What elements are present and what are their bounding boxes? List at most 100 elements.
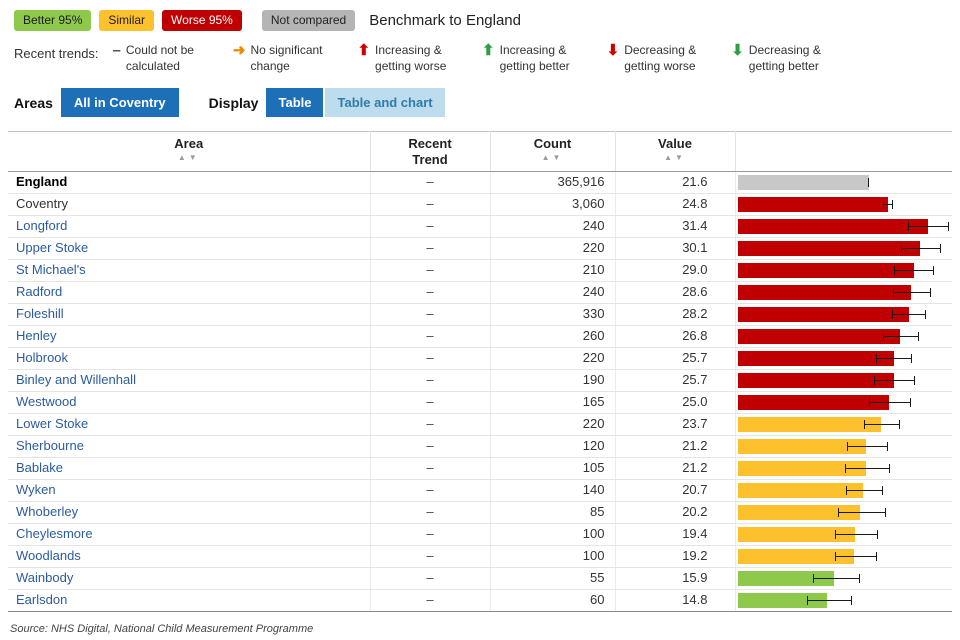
value-cell: 21.6	[615, 171, 736, 194]
table-header-row: Area ▲▼ Recent Trend Count ▲▼	[8, 131, 952, 172]
table-row: Cheylesmore – 100 19.4	[8, 523, 952, 546]
sort-asc-icon[interactable]: ▲	[664, 152, 675, 162]
count-cell: 100	[490, 545, 616, 568]
value-bar	[737, 196, 889, 212]
table-row: Upper Stoke – 220 30.1	[8, 237, 952, 260]
table-row: Binley and Willenhall – 190 25.7	[8, 369, 952, 392]
sort-desc-icon[interactable]: ▼	[188, 152, 200, 162]
legend-chip-worse: Worse 95%	[162, 10, 242, 32]
value-bar	[737, 438, 867, 454]
data-table: Area ▲▼ Recent Trend Count ▲▼	[8, 131, 952, 612]
tab-table-and-chart[interactable]: Table and chart	[325, 88, 445, 118]
up-arrow-icon: ⬆	[357, 42, 371, 60]
area-link[interactable]: Wainbody	[16, 570, 74, 586]
areas-label: Areas	[14, 94, 53, 111]
area-link[interactable]: St Michael's	[16, 262, 86, 278]
sort-asc-icon[interactable]: ▲	[177, 152, 189, 162]
area-link[interactable]: Cheylesmore	[16, 526, 93, 542]
trend-legend-items: – Could not be calculated ➜ No significa…	[113, 43, 839, 74]
area-link: England	[16, 174, 68, 190]
area-link[interactable]: Bablake	[16, 460, 63, 476]
area-link[interactable]: Binley and Willenhall	[16, 372, 136, 388]
value-bar-track	[737, 372, 951, 388]
trend-legend-item: ⬇ Decreasing & getting worse	[607, 43, 715, 74]
value-bar-track	[737, 262, 951, 278]
sort-asc-icon[interactable]: ▲	[541, 152, 553, 162]
area-link[interactable]: Radford	[16, 284, 63, 300]
sort-control-count[interactable]: ▲▼	[542, 153, 564, 163]
area-link[interactable]: Henley	[16, 328, 57, 344]
value-bar-track	[737, 504, 951, 520]
up-arrow-icon: ⬆	[482, 42, 495, 60]
count-cell: 330	[490, 303, 616, 326]
value-cell: 20.2	[615, 501, 736, 524]
value-bar-track	[737, 218, 951, 234]
minus-icon: –	[112, 42, 121, 60]
value-bar	[737, 504, 861, 520]
value-bar-track	[737, 526, 951, 542]
count-cell: 140	[490, 479, 616, 502]
value-bar	[737, 218, 929, 234]
display-tabs: Table Table and chart	[266, 88, 445, 118]
value-bar	[737, 284, 912, 300]
sort-control-value[interactable]: ▲▼	[664, 153, 686, 163]
recent-trend-cell: –	[370, 193, 491, 216]
value-cell: 21.2	[615, 457, 736, 480]
confidence-interval-whisker	[864, 419, 900, 429]
count-cell: 60	[490, 589, 616, 612]
confidence-interval-whisker	[874, 375, 915, 385]
area-selector-button[interactable]: All in Coventry	[60, 88, 179, 118]
area-link[interactable]: Longford	[16, 218, 68, 234]
table-row: Radford – 240 28.6	[8, 281, 952, 304]
count-cell: 240	[490, 281, 616, 304]
recent-trend-cell: –	[370, 435, 491, 458]
value-cell: 26.8	[615, 325, 736, 348]
value-cell: 31.4	[615, 215, 736, 238]
table-row: Holbrook – 220 25.7	[8, 347, 952, 370]
table-row: Coventry – 3,060 24.8	[8, 193, 952, 216]
benchmark-label: Benchmark to England	[369, 12, 521, 30]
sort-desc-icon[interactable]: ▼	[675, 152, 686, 162]
count-cell: 55	[490, 567, 616, 590]
column-header-recent-trend: Recent Trend	[370, 131, 491, 172]
value-bar	[737, 460, 867, 476]
area-link[interactable]: Westwood	[16, 394, 77, 410]
trend-legend-item: – Could not be calculated	[113, 43, 216, 74]
area-link[interactable]: Lower Stoke	[16, 416, 89, 432]
area-link[interactable]: Foleshill	[16, 306, 64, 322]
area-link[interactable]: Wyken	[16, 482, 56, 498]
confidence-interval-whisker	[892, 309, 927, 319]
sort-control-area[interactable]: ▲▼	[178, 153, 200, 163]
sort-desc-icon[interactable]: ▼	[552, 152, 564, 162]
trend-label: Increasing & getting better	[499, 43, 570, 73]
table-row: Wyken – 140 20.7	[8, 479, 952, 502]
recent-trend-cell: –	[370, 325, 491, 348]
confidence-interval-whisker	[882, 331, 920, 341]
value-bar	[737, 174, 869, 190]
area-link[interactable]: Upper Stoke	[16, 240, 89, 256]
count-cell: 220	[490, 413, 616, 436]
table-row: Earlsdon – 60 14.8	[8, 589, 952, 612]
tab-table[interactable]: Table	[266, 88, 324, 118]
table-row: Wainbody – 55 15.9	[8, 567, 952, 590]
recent-trend-cell: –	[370, 215, 491, 238]
area-link[interactable]: Earlsdon	[16, 592, 68, 608]
value-cell: 25.7	[615, 347, 736, 370]
value-bar	[737, 570, 835, 586]
area-link[interactable]: Holbrook	[16, 350, 69, 366]
value-cell: 14.8	[615, 589, 736, 612]
recent-trend-cell: –	[370, 369, 491, 392]
area-link[interactable]: Woodlands	[16, 548, 81, 564]
trend-legend-title: Recent trends:	[14, 46, 99, 62]
source-note: Source: NHS Digital, National Child Meas…	[10, 622, 314, 635]
area-link[interactable]: Whoberley	[16, 504, 79, 520]
table-row: Lower Stoke – 220 23.7	[8, 413, 952, 436]
trend-legend-item: ➜ No significant change	[233, 43, 341, 74]
area-link[interactable]: Sherbourne	[16, 438, 84, 454]
confidence-interval-whisker	[869, 397, 912, 407]
trend-legend-item: ⬇ Decreasing & getting better	[731, 43, 839, 74]
value-bar	[737, 350, 894, 366]
trend-label: Increasing & getting worse	[375, 43, 447, 73]
trend-legend-item: ⬆ Increasing & getting better	[482, 43, 590, 74]
trend-label: Decreasing & getting better	[748, 43, 821, 73]
